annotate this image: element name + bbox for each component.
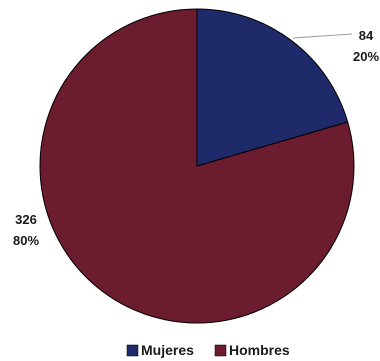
data-label-mujeres-percent: 20%: [353, 49, 379, 64]
legend-swatch-mujeres: [126, 344, 139, 357]
legend-label-mujeres: Mujeres: [141, 342, 194, 358]
pie-slices: [39, 8, 355, 324]
data-label-hombres-percent: 80%: [13, 233, 39, 248]
leader-line-mujeres: [292, 33, 353, 39]
pie-slice-mujeres: [196, 8, 349, 167]
legend: Mujeres Hombres: [126, 342, 290, 358]
legend-swatch-hombres: [214, 344, 227, 357]
pie-slice-hombres: [39, 8, 355, 324]
data-label-hombres-value: 326: [15, 212, 37, 227]
legend-label-hombres: Hombres: [229, 342, 290, 358]
data-label-mujeres-value: 84: [359, 28, 374, 43]
